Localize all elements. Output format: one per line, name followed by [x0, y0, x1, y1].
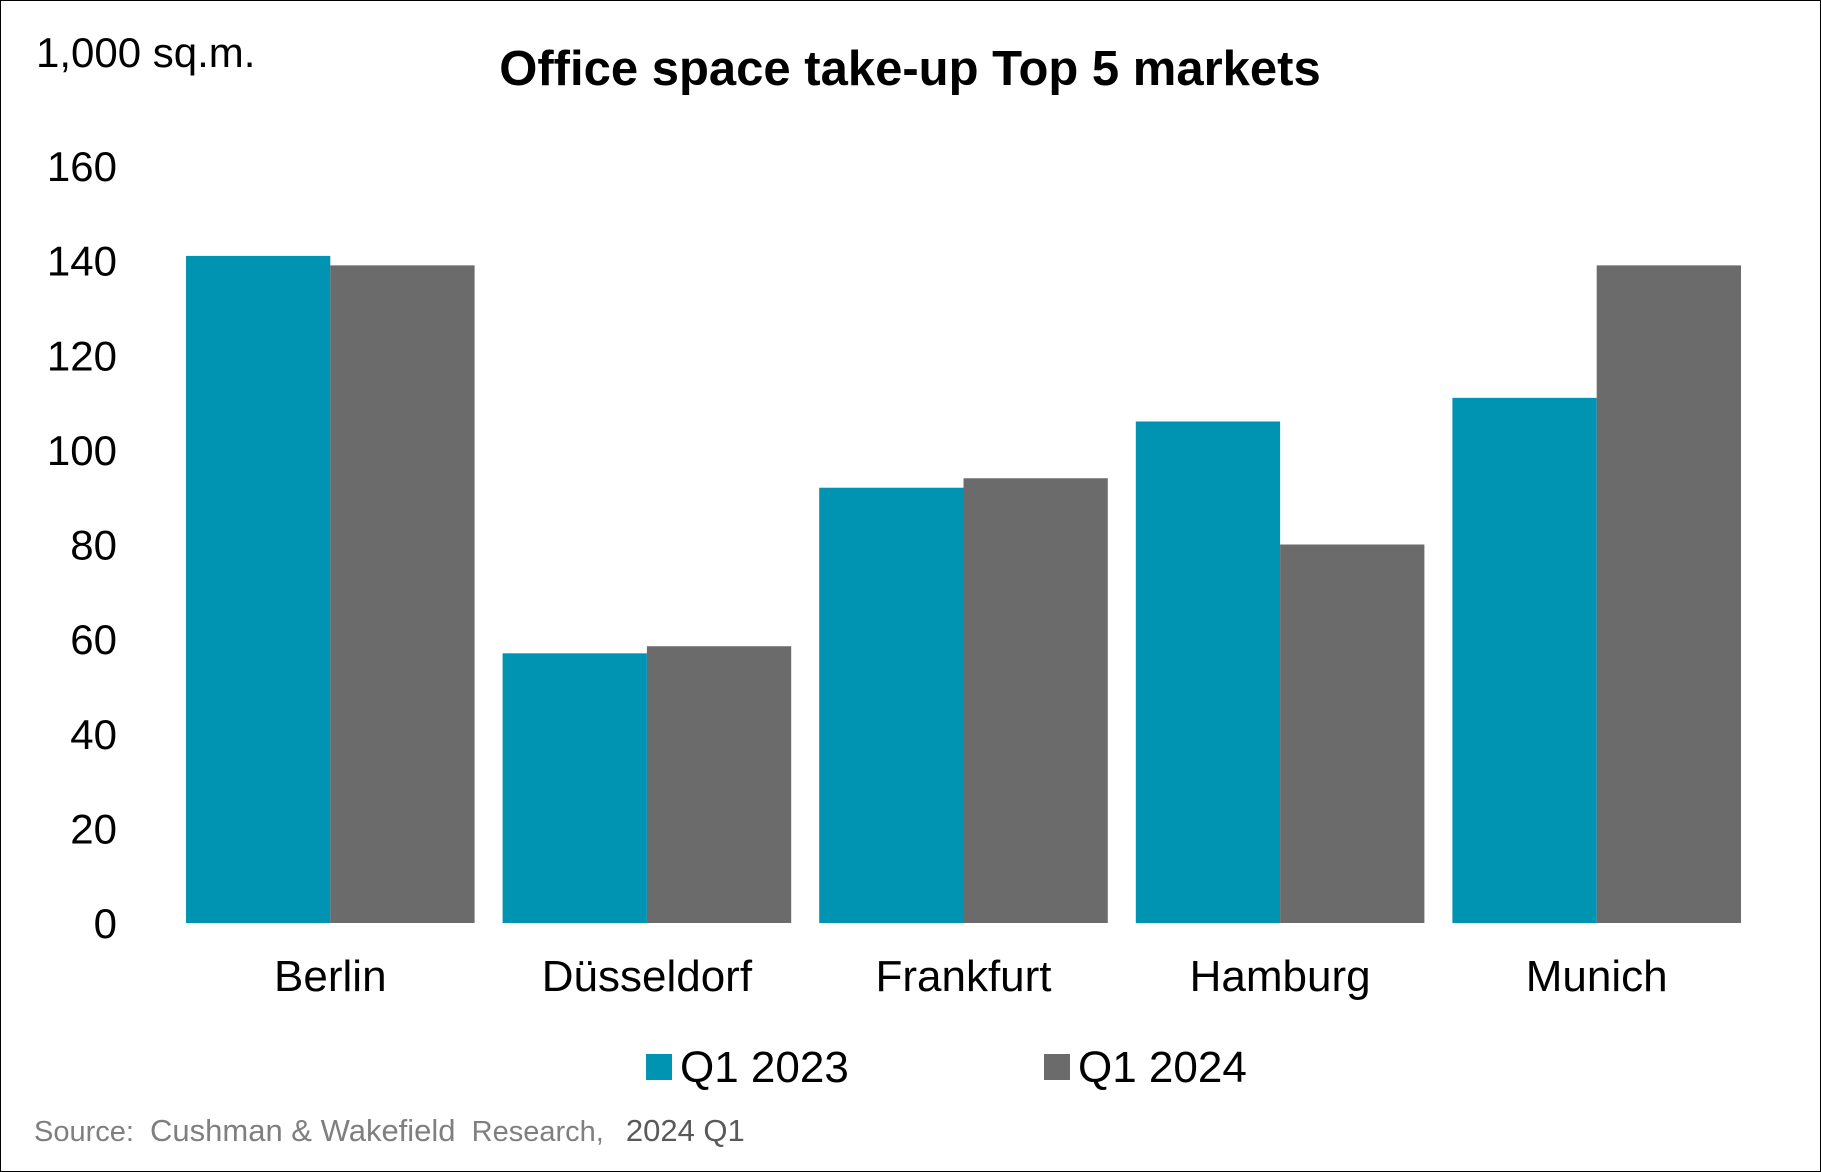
bar-berlin-2 [330, 265, 475, 923]
y-tick-label: 120 [47, 332, 117, 379]
bar-frankfurt-2 [963, 478, 1108, 923]
legend-swatch [646, 1054, 672, 1080]
source-prefix: Source: [34, 1116, 134, 1148]
chart-title: Office space take-up Top 5 markets [499, 42, 1321, 96]
x-category-label: Hamburg [1190, 952, 1371, 1001]
x-category-label: Munich [1526, 952, 1668, 1001]
source-period: 2024 Q1 [626, 1113, 745, 1148]
y-tick-label: 140 [47, 238, 117, 285]
bar-munich-2 [1596, 265, 1741, 923]
unit-label: 1,000 sq.m. [36, 29, 255, 76]
bars [186, 255, 1741, 924]
legend-label: Q1 2024 [1078, 1043, 1247, 1092]
bar-berlin-1 [186, 255, 331, 924]
y-tick-label: 40 [70, 711, 117, 758]
legend-label: Q1 2023 [680, 1043, 849, 1092]
y-tick-label: 0 [94, 900, 117, 947]
bar-frankfurt-1 [819, 487, 964, 923]
bar-hamburg-2 [1280, 544, 1425, 923]
y-tick-label: 20 [70, 805, 117, 852]
x-category-label: Frankfurt [875, 952, 1051, 1001]
legend: Q1 2023 Q1 2024 [646, 1043, 1247, 1092]
y-tick-label: 60 [70, 616, 117, 663]
x-category-label: Berlin [274, 952, 387, 1001]
bar-munich-1 [1452, 397, 1597, 923]
bar-düsseldorf-2 [646, 646, 792, 923]
source-suffix: Research, [472, 1116, 604, 1148]
y-tick-label: 100 [47, 427, 117, 474]
y-axis-ticks: 0 20 40 60 80 100 120 140 160 [47, 143, 117, 947]
legend-swatch [1044, 1054, 1070, 1080]
bar-hamburg-1 [1135, 421, 1281, 923]
x-axis-categories: Berlin Düsseldorf Frankfurt Hamburg Munich [274, 952, 1668, 1001]
y-tick-label: 160 [47, 143, 117, 190]
source-note: Source: Cushman & Wakefield Research, 20… [34, 1113, 745, 1148]
y-tick-label: 80 [70, 522, 117, 569]
bar-düsseldorf-1 [502, 653, 647, 923]
x-category-label: Düsseldorf [542, 952, 753, 1001]
source-name: Cushman & Wakefield [150, 1113, 456, 1148]
